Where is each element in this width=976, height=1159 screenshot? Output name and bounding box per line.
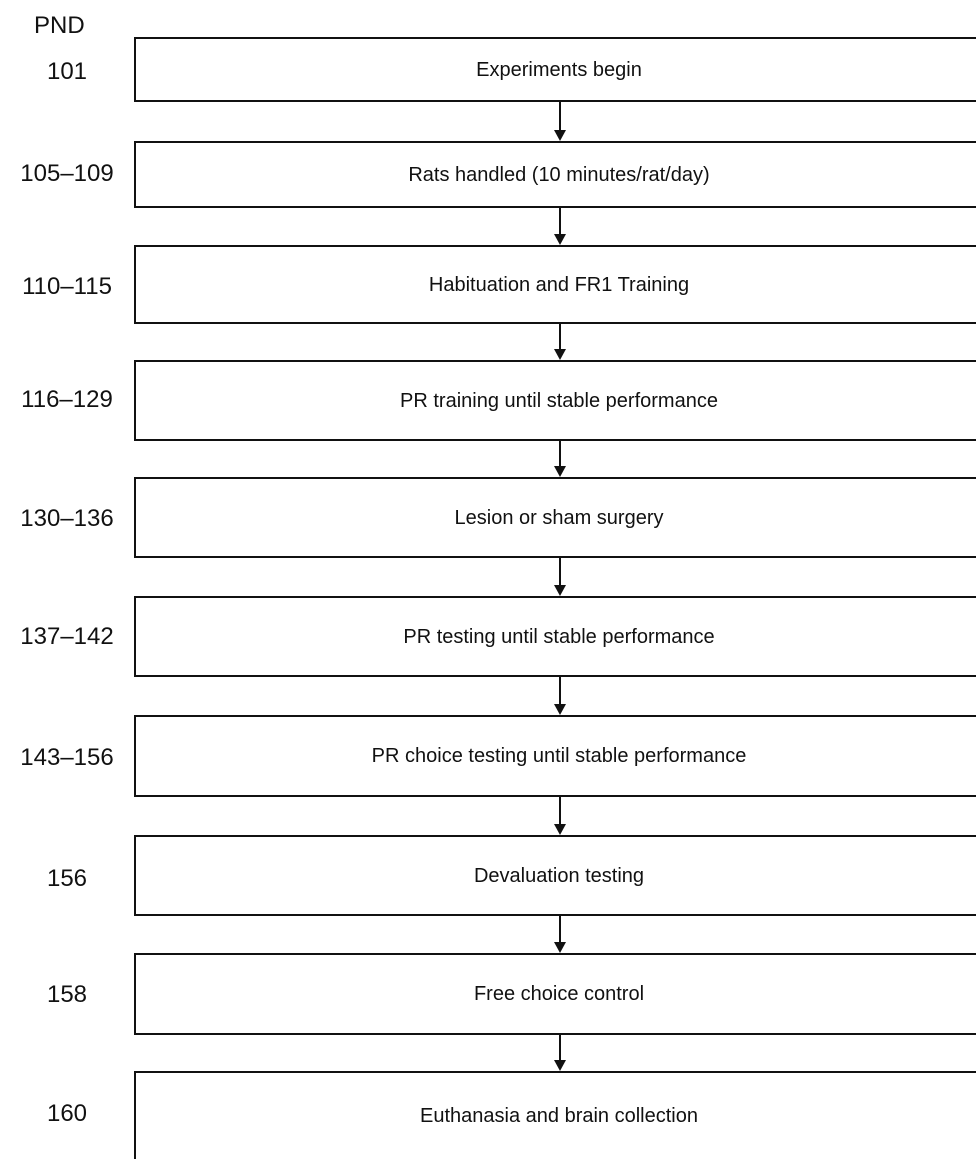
pnd-label: 156: [46, 865, 88, 892]
down-arrow-icon: [554, 797, 566, 835]
step-label: Free choice control: [473, 983, 645, 1005]
pnd-label: 116–129: [21, 386, 113, 413]
pnd-label: 158: [46, 981, 88, 1008]
down-arrow-icon: [554, 558, 566, 596]
pnd-label: 137–142: [20, 623, 114, 650]
down-arrow-icon: [554, 208, 566, 245]
step-label: Rats handled (10 minutes/rat/day): [408, 163, 710, 186]
step-box: PR training until stable performance: [134, 360, 976, 441]
step-box: Devaluation testing: [134, 835, 976, 916]
step-box: Habituation and FR1 Training: [134, 245, 976, 324]
step-box: PR testing until stable performance: [134, 596, 976, 677]
pnd-label: 160: [46, 1100, 88, 1127]
step-label: PR choice testing until stable performan…: [371, 745, 747, 767]
step-label: Habituation and FR1 Training: [428, 273, 690, 296]
step-box: Euthanasia and brain collection: [134, 1071, 976, 1159]
step-label: PR training until stable performance: [400, 389, 718, 412]
pnd-label: 130–136: [20, 505, 114, 532]
step-label: Experiments begin: [476, 58, 642, 81]
pnd-label: 105–109: [20, 160, 114, 187]
down-arrow-icon: [554, 441, 566, 477]
step-box: Lesion or sham surgery: [134, 477, 976, 558]
down-arrow-icon: [554, 916, 566, 953]
step-box: Rats handled (10 minutes/rat/day): [134, 141, 976, 208]
step-label: Devaluation testing: [473, 864, 645, 887]
pnd-column-header: PND: [34, 12, 85, 39]
step-label: Euthanasia and brain collection: [420, 1105, 698, 1127]
down-arrow-icon: [554, 102, 566, 141]
pnd-label: 110–115: [22, 273, 112, 300]
step-box: PR choice testing until stable performan…: [134, 715, 976, 797]
step-label: Lesion or sham surgery: [454, 506, 664, 529]
down-arrow-icon: [554, 324, 566, 360]
down-arrow-icon: [554, 1035, 566, 1071]
step-box: Experiments begin: [134, 37, 976, 102]
pnd-label: 101: [46, 58, 88, 85]
step-label: PR testing until stable performance: [403, 625, 715, 648]
pnd-label: 143–156: [20, 744, 114, 771]
down-arrow-icon: [554, 677, 566, 715]
step-box: Free choice control: [134, 953, 976, 1035]
